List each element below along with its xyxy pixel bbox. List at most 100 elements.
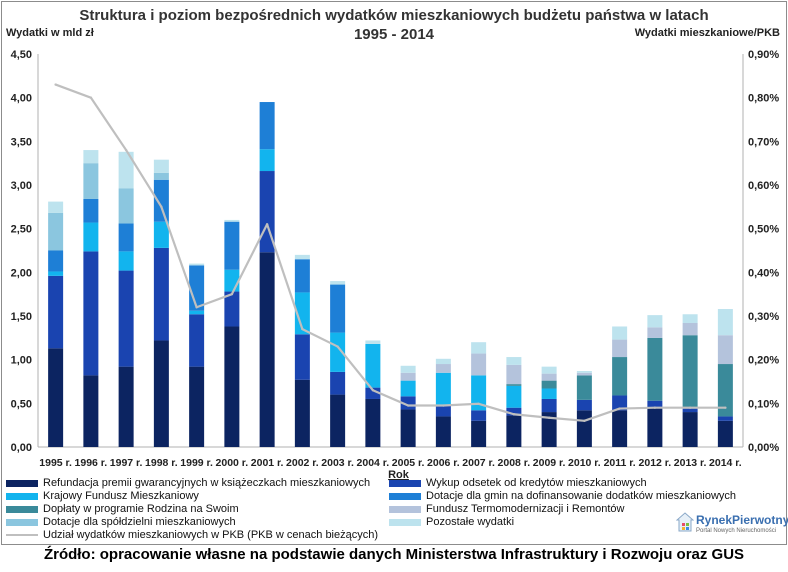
bar-segment-3: [83, 198, 99, 223]
bar-segment-5: [400, 372, 416, 381]
legend-label: Dotacje dla gmin na dofinansowanie dodat…: [426, 490, 737, 502]
chart-title-line2: 1995 - 2014: [353, 26, 435, 43]
x-tick-label: 1998 r.: [145, 457, 178, 469]
bar-segment-2: [400, 380, 416, 397]
bar-segment-0: [365, 398, 381, 447]
y-left-tick-label: 0,50: [11, 398, 32, 410]
y-left-tick-label: 1,00: [11, 355, 32, 367]
legend-swatch: [6, 492, 38, 500]
legend-swatch: [389, 492, 421, 500]
pkb-share-point: [512, 413, 516, 416]
bar-segment-0: [682, 412, 698, 447]
bar-segment-4: [647, 337, 663, 401]
pkb-share-point: [124, 148, 128, 152]
pkb-share-point: [724, 406, 727, 409]
bar-segment-0: [435, 416, 451, 447]
bar-segment-0: [576, 410, 592, 447]
bar-segment-2: [118, 251, 134, 271]
bar-segment-7: [189, 263, 205, 266]
bar-segment-1: [541, 398, 557, 413]
x-axis-title: Rok: [388, 469, 410, 481]
bar-segment-7: [400, 365, 416, 373]
x-tick-label: 2006 r.: [427, 457, 460, 469]
legend-item: Dotacje dla gmin na dofinansowanie dodat…: [389, 490, 736, 502]
y-left-tick-label: 3,50: [11, 136, 32, 148]
legend-item: Dopłaty w programie Rodzina na Swoim: [6, 503, 239, 515]
bar-segment-7: [612, 326, 628, 340]
legend-label: Refundacja premii gwarancyjnych w książe…: [43, 477, 371, 489]
pkb-share-line: [55, 83, 726, 422]
pkb-share-point: [618, 407, 621, 410]
y-left-tick-label: 4,50: [11, 49, 32, 61]
legend-item: Fundusz Termomodernizacji i Remontów: [389, 503, 625, 515]
y-left-tick-label: 4,00: [11, 93, 32, 105]
pkb-share-point: [477, 402, 480, 405]
pkb-share-point: [583, 419, 586, 422]
bar-segment-2: [294, 292, 310, 335]
bar-segment-2: [189, 310, 205, 315]
bar-segment-2: [330, 332, 346, 372]
y-right-tick-label: 0,80%: [748, 93, 779, 105]
pkb-share-point: [371, 389, 375, 392]
legend-item: Wykup odsetek od kredytów mieszkaniowych: [389, 477, 647, 489]
bar-segment-0: [330, 394, 346, 447]
x-tick-label: 2013 r.: [674, 457, 707, 469]
pkb-share-point: [54, 83, 57, 86]
logo-name: RynekPierwotny: [696, 513, 788, 527]
bar-segment-1: [83, 251, 99, 376]
legend-item: Krajowy Fundusz Mieszkaniowy: [6, 490, 199, 502]
bar-segment-7: [682, 314, 698, 323]
brand-logo: RynekPierwotny Portal Nowych Nieruchomoś…: [676, 510, 788, 540]
bar-segment-1: [153, 247, 169, 341]
pkb-share-point: [301, 327, 304, 331]
legend-label: Udział wydatków mieszkaniowych w PKB (PK…: [43, 529, 379, 541]
bar-segment-5: [471, 353, 487, 376]
bar-segment-2: [259, 149, 275, 172]
y-left-tick-label: 3,00: [11, 180, 32, 192]
bar-segment-3: [259, 102, 275, 150]
bar-segment-5: [541, 373, 557, 381]
x-tick-label: 2010 r.: [568, 457, 601, 469]
bar-segment-5: [576, 372, 592, 376]
bar-segment-2: [435, 372, 451, 406]
x-tick-label: 2007 r.: [462, 457, 495, 469]
bar-segment-2: [83, 222, 99, 252]
bar-segment-0: [189, 366, 205, 447]
bar-segment-1: [330, 371, 346, 395]
bar-segment-5: [612, 339, 628, 358]
bar-segment-3: [294, 259, 310, 293]
bar-segment-7: [83, 150, 99, 164]
bar-segment-0: [259, 252, 275, 447]
x-tick-label: 2005 r.: [392, 457, 425, 469]
bar-segment-3: [118, 223, 134, 252]
bar-segment-1: [118, 270, 134, 367]
x-tick-label: 2000 r.: [216, 457, 249, 469]
bar-segment-0: [471, 420, 487, 447]
legend-label: Dotacje dla spółdzielni mieszkaniowych: [43, 516, 236, 528]
bar-segment-3: [48, 250, 64, 272]
x-tick-label: 2011 r.: [604, 457, 636, 469]
y-right-tick-label: 0,20%: [748, 355, 779, 367]
x-tick-label: 1997 r.: [110, 457, 143, 469]
x-tick-label: 1995 r.: [39, 457, 72, 469]
bar-segment-6: [83, 163, 99, 199]
x-tick-label: 2004 r.: [357, 457, 390, 469]
bar-segment-2: [365, 343, 381, 388]
bar-segment-7: [541, 366, 557, 374]
legend-label: Wykup odsetek od kredytów mieszkaniowych: [426, 477, 647, 489]
bar-segment-3: [153, 179, 169, 222]
legend-swatch: [6, 518, 38, 526]
bar-segment-4: [682, 335, 698, 409]
legend-swatch: [389, 505, 421, 513]
bar-segment-7: [471, 342, 487, 354]
bar-segment-2: [224, 269, 240, 292]
bar-segment-7: [576, 371, 592, 373]
bar-segment-7: [506, 357, 522, 365]
bar-segment-5: [435, 364, 451, 373]
legend-label: Dopłaty w programie Rodzina na Swoim: [43, 503, 239, 515]
y-left-tick-label: 2,00: [11, 267, 32, 279]
bar-segment-0: [48, 348, 64, 447]
bar-segment-7: [224, 219, 240, 222]
chart-title-line1: Struktura i poziom bezpośrednich wydatkó…: [79, 7, 709, 24]
